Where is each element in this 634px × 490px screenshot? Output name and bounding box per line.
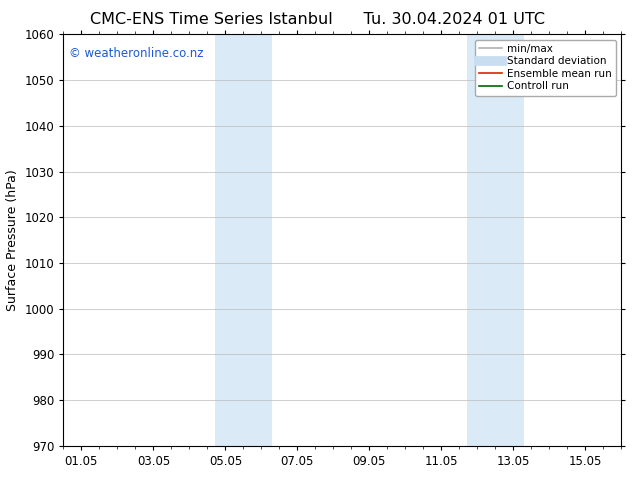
Bar [467,34,524,446]
Legend: min/max, Standard deviation, Ensemble mean run, Controll run: min/max, Standard deviation, Ensemble me… [475,40,616,96]
Y-axis label: Surface Pressure (hPa): Surface Pressure (hPa) [6,169,19,311]
Text: CMC-ENS Time Series Istanbul      Tu. 30.04.2024 01 UTC: CMC-ENS Time Series Istanbul Tu. 30.04.2… [89,12,545,27]
Bar [214,34,272,446]
Text: © weatheronline.co.nz: © weatheronline.co.nz [69,47,204,60]
